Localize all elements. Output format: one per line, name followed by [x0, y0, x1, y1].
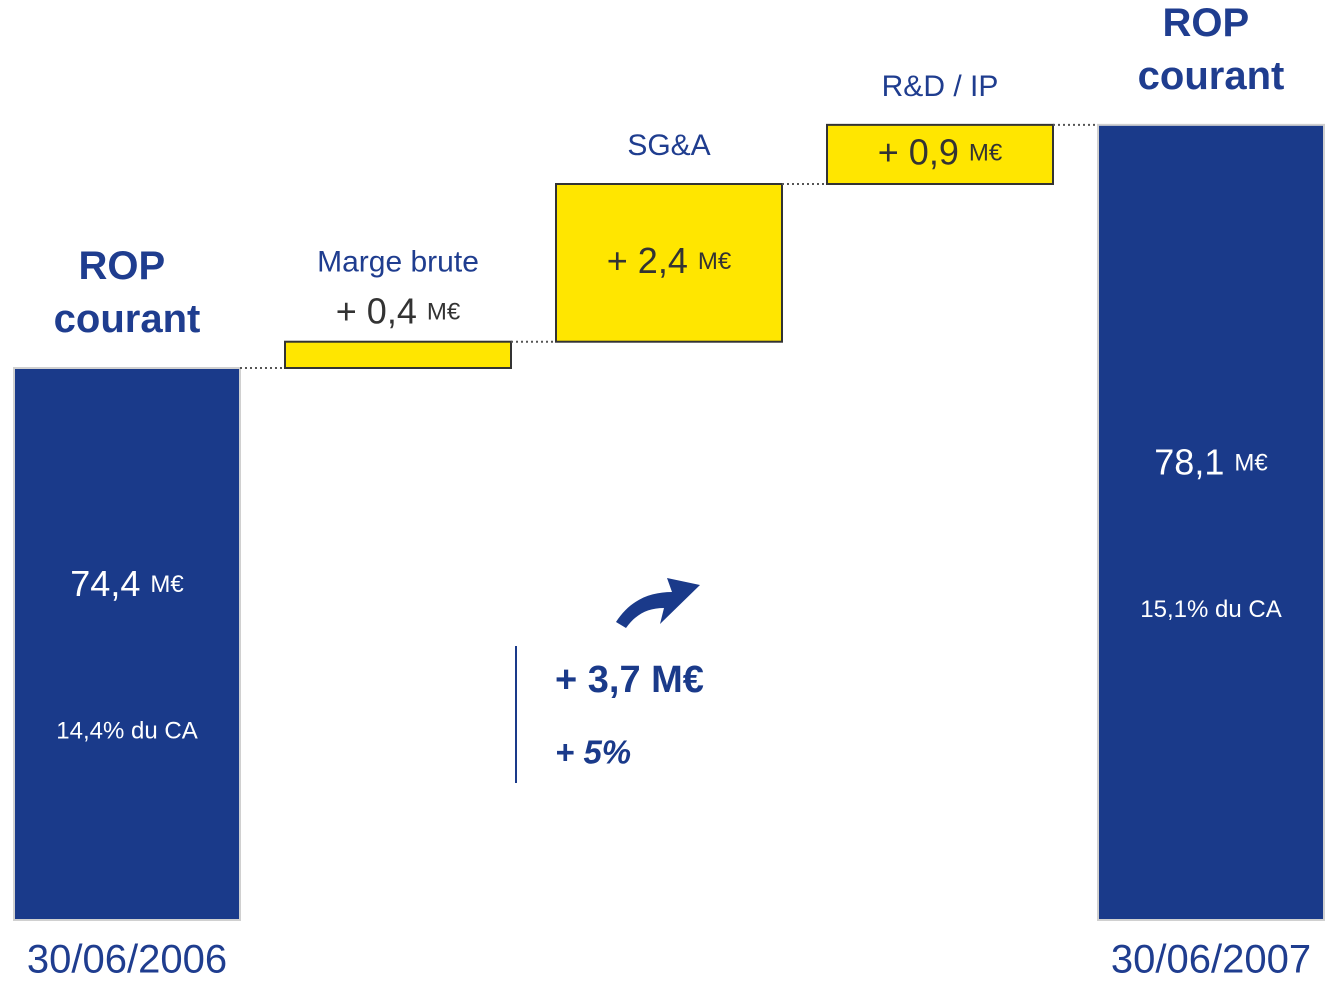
value-unit: M€ [1234, 450, 1268, 477]
total-change: + 3,7 M€ [555, 659, 704, 701]
bar [826, 123, 1054, 185]
bar [555, 183, 783, 343]
category-label: ROP courant [1138, 0, 1285, 97]
category-label: Marge brute [317, 246, 479, 279]
percent-change: + 5% [555, 734, 631, 771]
value-label: + 0,4 M€ [336, 290, 461, 331]
value-label: 74,4 M€ [70, 563, 184, 604]
sublabel: 15,1% du CA [1140, 596, 1281, 623]
value-unit: M€ [427, 299, 461, 326]
bar [13, 367, 241, 921]
value-number: 74,4 [70, 563, 140, 604]
value-label: + 0,9 M€ [878, 131, 1003, 172]
value-number: + 2,4 [607, 239, 688, 280]
value-unit: M€ [698, 248, 732, 275]
category-label: SG&A [627, 129, 710, 162]
value-number: 78,1 [1154, 441, 1224, 482]
bar [284, 340, 512, 370]
value-label: + 2,4 M€ [607, 239, 732, 280]
x-label: 30/06/2006 [27, 938, 227, 982]
value-label: 78,1 M€ [1154, 441, 1268, 482]
value-number: + 0,9 [878, 131, 959, 172]
category-label: ROP courant [54, 244, 201, 341]
x-label: 30/06/2007 [1111, 938, 1311, 982]
value-number: + 0,4 [336, 290, 417, 331]
category-label: R&D / IP [882, 70, 999, 103]
sublabel: 14,4% du CA [56, 717, 197, 744]
bar [1097, 123, 1325, 922]
value-unit: M€ [150, 571, 184, 598]
value-unit: M€ [969, 140, 1003, 167]
growth-arrow [616, 578, 700, 628]
